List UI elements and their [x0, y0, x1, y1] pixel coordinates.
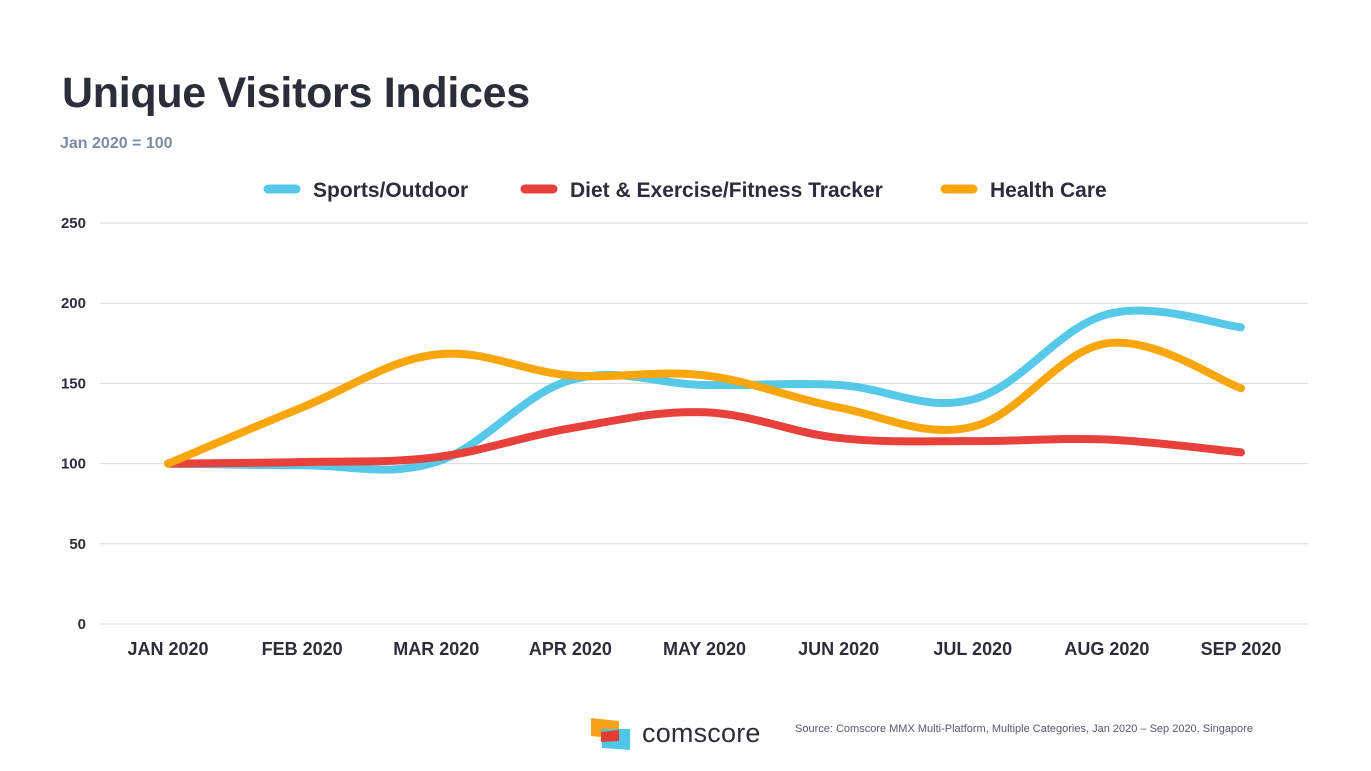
- legend: Sports/Outdoor Diet & Exercise/Fitness Tr…: [263, 179, 1107, 202]
- x-tick-label: JUN 2020: [798, 639, 879, 659]
- x-tick-label: FEB 2020: [262, 639, 343, 659]
- comscore-logo-icon: [591, 718, 630, 750]
- x-tick-label: MAR 2020: [393, 639, 479, 659]
- legend-label: Health Care: [990, 179, 1107, 202]
- x-tick-label: SEP 2020: [1201, 639, 1282, 659]
- y-tick-label: 250: [61, 215, 86, 232]
- chart-title: Unique Visitors Indices: [62, 69, 530, 117]
- footer: comscore Source: Comscore MMX Multi-Plat…: [588, 716, 1308, 752]
- x-tick-label: JUL 2020: [933, 639, 1012, 659]
- y-tick-label: 150: [61, 375, 86, 392]
- legend-label: Diet & Exercise/Fitness Tracker: [570, 179, 883, 202]
- x-tick-label: APR 2020: [529, 639, 612, 659]
- series-line-2: [164, 408, 1245, 468]
- y-axis: 0 50 100 150 200 250: [61, 215, 86, 633]
- series-line-1: [164, 306, 1245, 474]
- chart-subtitle: Jan 2020 = 100: [60, 135, 173, 152]
- source-note: Source: Comscore MMX Multi-Platform, Mul…: [795, 723, 1253, 735]
- x-tick-label: JAN 2020: [127, 639, 208, 659]
- gridlines: [100, 222, 1308, 625]
- series-lines: [164, 306, 1245, 474]
- x-tick-label: AUG 2020: [1064, 639, 1149, 659]
- legend-label: Sports/Outdoor: [313, 179, 468, 202]
- y-tick-label: 200: [61, 295, 86, 312]
- y-tick-label: 100: [61, 456, 86, 473]
- series-line-3: [164, 338, 1245, 468]
- line-chart: Sports/Outdoor Diet & Exercise/Fitness Tr…: [61, 179, 1308, 659]
- y-tick-label: 0: [78, 616, 86, 633]
- x-axis: JAN 2020 FEB 2020 MAR 2020 APR 2020 MAY 2020…: [127, 639, 1281, 659]
- brand-name: comscore: [642, 718, 761, 748]
- x-tick-label: MAY 2020: [663, 639, 746, 659]
- y-tick-label: 50: [69, 536, 86, 553]
